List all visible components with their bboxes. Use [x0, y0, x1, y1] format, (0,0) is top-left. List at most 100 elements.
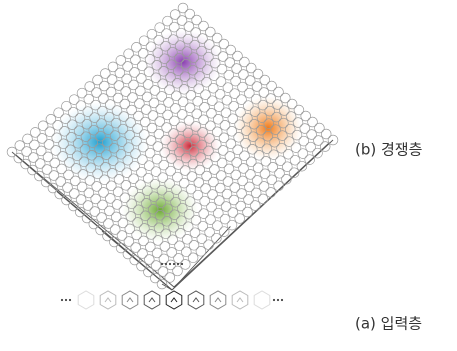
grid-node	[113, 93, 123, 103]
grid-node	[160, 242, 170, 252]
grid-node	[233, 145, 243, 155]
input-arrow	[171, 298, 177, 302]
grid-node	[181, 247, 191, 257]
grid-node	[230, 89, 240, 99]
grid-node	[205, 27, 215, 37]
grid-node	[164, 98, 174, 108]
grid-node	[194, 178, 204, 188]
grid-node	[141, 105, 151, 115]
grid-node	[246, 63, 256, 73]
grid-node	[215, 183, 225, 193]
grid-node	[188, 253, 198, 263]
grid-node	[145, 242, 155, 252]
input-node	[232, 291, 248, 309]
grid-node	[76, 195, 86, 205]
dot	[65, 299, 67, 301]
input-node	[122, 291, 138, 309]
grid-node	[136, 74, 146, 84]
grid-node	[308, 117, 318, 127]
grid-node	[149, 98, 159, 108]
grid-node	[159, 160, 169, 170]
grid-node	[240, 57, 250, 67]
grid-node	[240, 151, 250, 161]
grid-node	[85, 82, 95, 92]
grid-node	[144, 267, 154, 277]
grid-node	[177, 16, 187, 26]
grid-node	[132, 42, 142, 52]
grid-node	[99, 188, 109, 198]
grid-node	[238, 176, 248, 186]
grid-node	[245, 76, 255, 86]
grid-node	[199, 21, 209, 31]
grid-node	[144, 161, 154, 171]
dot	[165, 263, 167, 265]
grid-node	[96, 225, 106, 235]
grid-node	[187, 172, 197, 182]
grid-node	[214, 102, 224, 112]
grid-node	[185, 9, 195, 19]
grid-node	[224, 70, 234, 80]
grid-node	[113, 187, 123, 197]
grid-node	[152, 154, 162, 164]
dot	[173, 263, 175, 265]
grid-node	[196, 246, 206, 256]
grid-node	[201, 90, 211, 100]
grid-node	[220, 120, 230, 130]
grid-node	[185, 103, 195, 113]
grid-node	[173, 172, 183, 182]
som-diagram: (b) 경쟁층 (a) 입력층	[0, 0, 457, 351]
grid-node	[231, 170, 241, 180]
grid-node	[216, 77, 226, 87]
grid-node	[175, 241, 185, 251]
grid-node	[307, 130, 317, 140]
input-arrow	[193, 298, 199, 302]
grid-node	[99, 81, 109, 91]
grid-node	[204, 240, 214, 250]
grid-node	[243, 207, 253, 217]
grid-node	[315, 123, 325, 133]
grid-node	[121, 87, 131, 97]
grid-node	[225, 152, 235, 162]
grid-node	[139, 36, 149, 46]
input-node	[144, 291, 160, 309]
grid-node	[83, 201, 93, 211]
input-arrow	[237, 298, 243, 302]
grid-node	[217, 158, 227, 168]
grid-node	[208, 190, 218, 200]
grid-node	[54, 108, 64, 118]
grid-node	[156, 104, 166, 114]
grid-node	[48, 183, 58, 193]
grid-node	[167, 248, 177, 258]
grid-node	[99, 94, 109, 104]
grid-node	[49, 171, 59, 181]
grid-node	[237, 95, 247, 105]
grid-node	[116, 243, 126, 253]
grid-node	[116, 56, 126, 66]
grid-node	[226, 45, 236, 55]
grid-node	[268, 162, 278, 172]
grid-node	[192, 15, 202, 25]
input-arrow	[127, 298, 133, 302]
grid-node	[246, 157, 256, 167]
grid-node	[192, 109, 202, 119]
grid-node	[145, 148, 155, 158]
grid-node	[124, 237, 134, 247]
grid-node	[252, 176, 262, 186]
grid-node	[226, 139, 236, 149]
grid-node	[69, 95, 79, 105]
grid-node	[223, 177, 233, 187]
grid-node	[174, 254, 184, 264]
grid-node	[266, 188, 276, 198]
grid-node	[130, 68, 140, 78]
grid-node	[150, 86, 160, 96]
grid-node	[144, 255, 154, 265]
grid-node	[200, 102, 210, 112]
grid-node	[147, 29, 157, 39]
grid-node	[231, 76, 241, 86]
grid-node	[45, 127, 55, 137]
grid-node	[112, 200, 122, 210]
grid-node	[163, 110, 173, 120]
grid-node	[111, 212, 121, 222]
grid-node	[131, 55, 141, 65]
dot	[273, 299, 275, 301]
